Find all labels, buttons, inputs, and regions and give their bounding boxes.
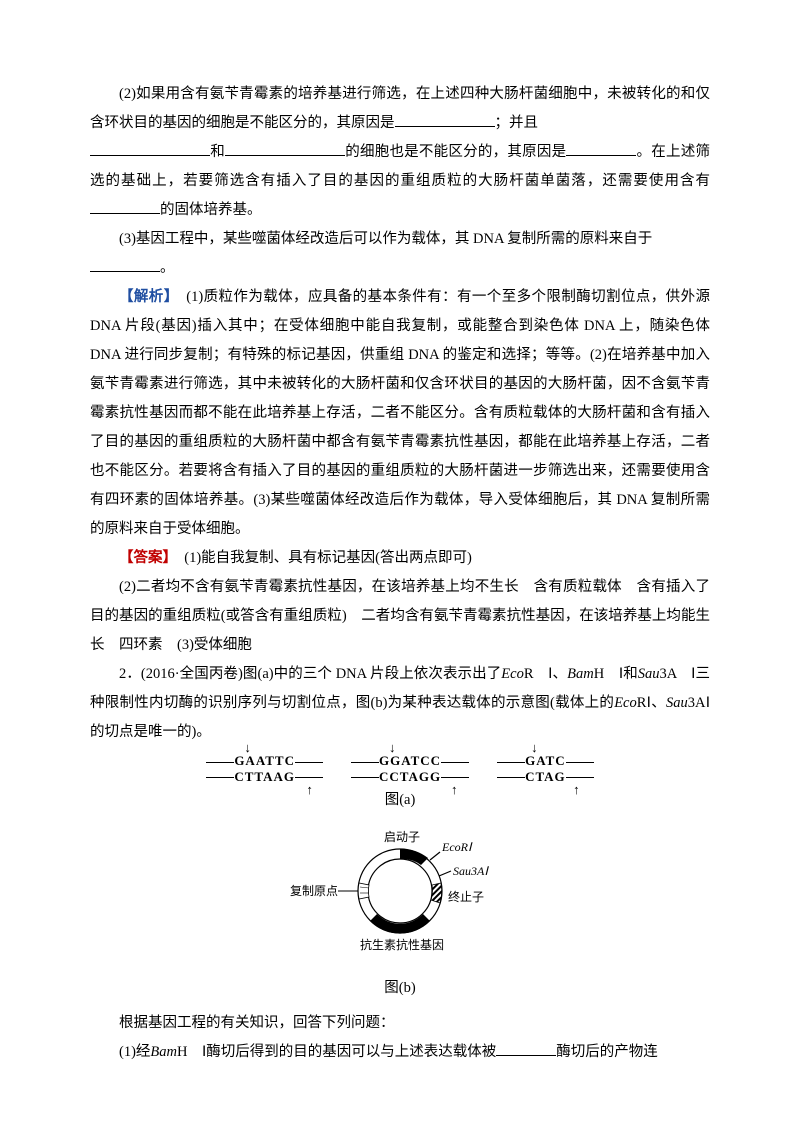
- cut-arrow-down-icon: ↓: [389, 741, 397, 754]
- cut-arrow-down-icon: ↓: [244, 741, 252, 754]
- enzyme-name: Sau: [638, 666, 660, 682]
- figure-b-caption: 图(b): [90, 974, 710, 1003]
- cut-arrow-up-icon: ↑: [573, 783, 581, 796]
- enzyme-name: Bam: [150, 1044, 177, 1060]
- text: 和: [210, 144, 225, 160]
- q2-intro: 2．(2016·全国丙卷)图(a)中的三个 DNA 片段上依次表示出了EcoR …: [90, 660, 710, 747]
- blank: [90, 199, 160, 215]
- text: H Ⅰ酶切后得到的目的基因可以与上述表达载体被: [177, 1044, 496, 1060]
- label-promoter: 启动子: [384, 830, 420, 844]
- blank: [90, 257, 160, 273]
- blank: [395, 112, 495, 128]
- answer-1: (1)能自我复制、具有标记基因(答出两点即可): [170, 550, 472, 566]
- label-sau: Sau3AⅠ: [453, 864, 489, 878]
- figure-b: 启动子 EcoRⅠ Sau3AⅠ 终止子 抗生素抗性基因 复制原点: [90, 821, 710, 972]
- q1-part3-cont: 。: [90, 254, 710, 283]
- cut-arrow-down-icon: ↓: [531, 741, 539, 754]
- text: (1)经: [119, 1044, 150, 1060]
- text: (3)基因工程中，某些噬菌体经改造后可以作为载体，其 DNA 复制所需的原料来自…: [119, 231, 652, 247]
- text: 酶切后的产物连: [556, 1044, 658, 1060]
- figure-a: ↓GAATTCCTTAAG↑ ↓GGATCCCCTAGG↑ ↓GATCCTAG↑: [90, 753, 710, 784]
- text: 的细胞也是不能区分的，其原因是: [345, 144, 566, 160]
- sequence-block: ↓GGATCCCCTAGG↑: [351, 753, 469, 784]
- answer-line1: 【答案】 (1)能自我复制、具有标记基因(答出两点即可): [90, 544, 710, 573]
- analysis: 【解析】 (1)质粒作为载体，应具备的基本条件有：有一个至多个限制酶切割位点，供…: [90, 283, 710, 544]
- label-ori: 复制原点: [290, 884, 338, 898]
- blank: [566, 141, 636, 157]
- cut-arrow-up-icon: ↑: [306, 783, 314, 796]
- answer-2: (2)二者均不含有氨苄青霉素抗性基因，在该培养基上均不生长 含有质粒载体 含有插…: [90, 579, 710, 653]
- text: R Ⅰ、: [524, 666, 567, 682]
- q1-part2-line1: (2)如果用含有氨苄青霉素的培养基进行筛选，在上述四种大肠杆菌细胞中，未被转化的…: [90, 80, 710, 138]
- enzyme-name: Sau: [666, 695, 688, 711]
- label-terminator: 终止子: [448, 889, 484, 904]
- label-resist: 抗生素抗性基因: [360, 937, 444, 952]
- analysis-label: 【解析】: [119, 289, 171, 305]
- cut-arrow-up-icon: ↑: [451, 783, 459, 796]
- answer-line2: (2)二者均不含有氨苄青霉素抗性基因，在该培养基上均不生长 含有质粒载体 含有插…: [90, 573, 710, 660]
- answer-label: 【答案】: [119, 550, 170, 566]
- analysis-body: (1)质粒作为载体，应具备的基本条件有：有一个至多个限制酶切割位点，供外源 DN…: [90, 289, 710, 537]
- blank: [496, 1041, 556, 1057]
- sequence-block: ↓GATCCTAG↑: [497, 753, 594, 784]
- figure-a-sequences: ↓GAATTCCTTAAG↑ ↓GGATCCCCTAGG↑ ↓GATCCTAG↑: [192, 753, 607, 784]
- enzyme-name: Eco: [614, 695, 637, 711]
- sequence-block: ↓GAATTCCTTAAG↑: [206, 753, 323, 784]
- text: H Ⅰ和: [594, 666, 638, 682]
- q1-part2-line2: 和的细胞也是不能区分的，其原因是。在上述筛选的基础上，若要筛选含有插入了目的基因…: [90, 138, 710, 225]
- blank: [225, 141, 345, 157]
- text: 的固体培养基。: [160, 202, 262, 218]
- blank: [90, 141, 210, 157]
- enzyme-name: Eco: [501, 666, 524, 682]
- text: RⅠ、: [637, 695, 666, 711]
- text: ；并且: [495, 115, 539, 131]
- text: 2．(2016·全国丙卷)图(a)中的三个 DNA 片段上依次表示出了: [119, 666, 501, 682]
- plasmid-svg: 启动子 EcoRⅠ Sau3AⅠ 终止子 抗生素抗性基因 复制原点: [290, 821, 510, 961]
- figure-a-caption: 图(a): [90, 786, 710, 815]
- enzyme-name: Bam: [567, 666, 594, 682]
- q1-part3: (3)基因工程中，某些噬菌体经改造后可以作为载体，其 DNA 复制所需的原料来自…: [90, 225, 710, 254]
- text: 。: [160, 260, 175, 276]
- q2-instruction: 根据基因工程的有关知识，回答下列问题：: [90, 1009, 710, 1038]
- label-ecor: EcoRⅠ: [441, 840, 473, 854]
- q2-part1: (1)经BamH Ⅰ酶切后得到的目的基因可以与上述表达载体被 酶切后的产物连: [90, 1038, 710, 1067]
